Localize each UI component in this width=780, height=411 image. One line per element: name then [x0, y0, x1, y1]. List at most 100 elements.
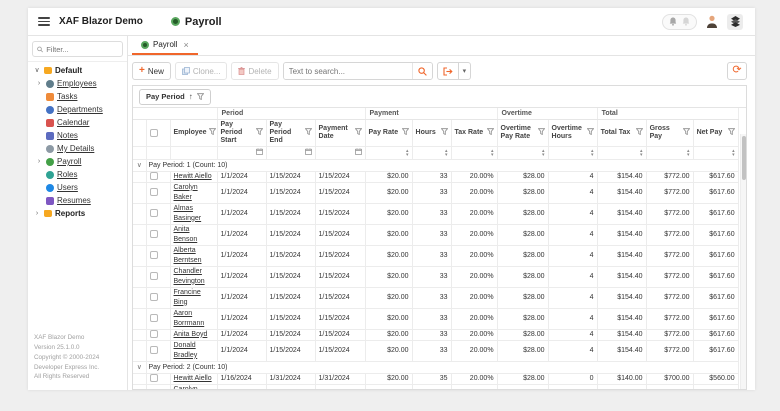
- filter-icon[interactable]: [197, 93, 204, 100]
- row-checkbox[interactable]: [150, 230, 158, 238]
- sidebar-item-departments[interactable]: Departments: [28, 103, 127, 116]
- column-header-gross-pay[interactable]: Gross Pay: [646, 119, 693, 146]
- sidebar-item-tasks[interactable]: Tasks: [28, 90, 127, 103]
- sidebar-item-default[interactable]: ∨Default: [28, 64, 127, 77]
- sidebar-item-employees[interactable]: ›Employees: [28, 77, 127, 90]
- sidebar-item-resumes[interactable]: Resumes: [28, 194, 127, 207]
- close-icon[interactable]: ×: [183, 40, 188, 50]
- filter-icon[interactable]: [683, 128, 690, 137]
- column-header-net-pay[interactable]: Net Pay: [693, 119, 738, 146]
- column-header-pay-rate[interactable]: Pay Rate: [365, 119, 412, 146]
- sidebar-filter[interactable]: [32, 41, 123, 57]
- filter-icon[interactable]: [636, 128, 643, 137]
- chevron-right-icon[interactable]: ›: [35, 158, 43, 166]
- notification-toggle[interactable]: [662, 14, 697, 30]
- row-checkbox[interactable]: [150, 272, 158, 280]
- number-spinner[interactable]: ▴▾: [591, 149, 594, 157]
- group-chip-pay-period[interactable]: Pay Period ↑: [139, 89, 211, 105]
- filter-icon[interactable]: [728, 128, 735, 137]
- tab-payroll[interactable]: Payroll ×: [132, 36, 198, 55]
- row-checkbox[interactable]: [150, 188, 158, 196]
- row-checkbox[interactable]: [150, 251, 158, 259]
- sidebar-item-users[interactable]: Users: [28, 181, 127, 194]
- spinner-down-icon[interactable]: ▾: [640, 153, 643, 157]
- filter-cell-gross-pay[interactable]: ▴▾: [646, 146, 693, 159]
- filter-cell-payment-date[interactable]: [315, 146, 365, 159]
- employee-link[interactable]: Hewitt Aiello: [174, 375, 212, 382]
- devexpress-logo[interactable]: [727, 14, 743, 30]
- employee-link[interactable]: Francine Bing: [174, 289, 201, 306]
- sidebar-item-roles[interactable]: Roles: [28, 168, 127, 181]
- spinner-down-icon[interactable]: ▾: [732, 153, 735, 157]
- row-checkbox[interactable]: [150, 293, 158, 301]
- filter-icon[interactable]: [305, 128, 312, 137]
- export-dropdown-button[interactable]: ▾: [459, 62, 472, 80]
- refresh-button[interactable]: ⟳: [727, 62, 747, 80]
- filter-cell-pay-rate[interactable]: ▴▾: [365, 146, 412, 159]
- employee-link[interactable]: Almas Basinger: [174, 205, 202, 222]
- column-header-overtime-pay-rate[interactable]: Overtime Pay Rate: [497, 119, 548, 146]
- employee-link[interactable]: Aaron Borrmann: [174, 310, 205, 327]
- search-input[interactable]: [284, 63, 412, 79]
- employee-link[interactable]: Hewitt Aiello: [174, 173, 212, 180]
- row-checkbox[interactable]: [150, 314, 158, 322]
- hamburger-menu-icon[interactable]: [38, 17, 50, 26]
- column-header-pay-period-end[interactable]: Pay Period End: [266, 119, 315, 146]
- column-header-employee[interactable]: Employee: [170, 119, 217, 146]
- group-expand-icon[interactable]: ∨: [133, 361, 146, 373]
- row-checkbox[interactable]: [150, 330, 158, 338]
- chevron-right-icon[interactable]: ›: [33, 210, 41, 218]
- number-spinner[interactable]: ▴▾: [406, 149, 409, 157]
- spinner-down-icon[interactable]: ▾: [687, 153, 690, 157]
- number-spinner[interactable]: ▴▾: [445, 149, 448, 157]
- sidebar-item-reports[interactable]: ›Reports: [28, 207, 127, 220]
- employee-link[interactable]: Donald Bradley: [174, 342, 198, 359]
- employee-link[interactable]: Chandler Bevington: [174, 268, 205, 285]
- calendar-icon[interactable]: [256, 148, 263, 157]
- column-header-overtime-hours[interactable]: Overtime Hours: [548, 119, 597, 146]
- column-header-payment-date[interactable]: Payment Date: [315, 119, 365, 146]
- clone-button[interactable]: Clone...: [175, 62, 228, 80]
- row-checkbox[interactable]: [150, 346, 158, 354]
- column-header-tax-rate[interactable]: Tax Rate: [451, 119, 497, 146]
- avatar[interactable]: [706, 15, 718, 29]
- filter-cell-overtime-pay-rate[interactable]: ▴▾: [497, 146, 548, 159]
- filter-cell-tax-rate[interactable]: ▴▾: [451, 146, 497, 159]
- employee-link[interactable]: Carolyn Baker: [174, 184, 198, 201]
- scrollbar-thumb[interactable]: [742, 136, 746, 180]
- group-expand-icon[interactable]: ∨: [133, 159, 146, 171]
- export-button[interactable]: [437, 62, 459, 80]
- employee-link[interactable]: Anita Boyd: [174, 331, 208, 338]
- group-row[interactable]: ∨Pay Period: 1 (Count: 10): [133, 159, 738, 171]
- filter-icon[interactable]: [355, 128, 362, 137]
- filter-icon[interactable]: [587, 128, 594, 137]
- calendar-icon[interactable]: [305, 148, 312, 157]
- new-button[interactable]: + New: [132, 62, 171, 80]
- filter-cell-total-tax[interactable]: ▴▾: [597, 146, 646, 159]
- row-checkbox[interactable]: [150, 209, 158, 217]
- group-row[interactable]: ∨Pay Period: 2 (Count: 10): [133, 361, 738, 373]
- number-spinner[interactable]: ▴▾: [491, 149, 494, 157]
- search-button[interactable]: [412, 63, 432, 79]
- spinner-down-icon[interactable]: ▾: [542, 153, 545, 157]
- spinner-down-icon[interactable]: ▾: [491, 153, 494, 157]
- employee-link[interactable]: Anita Benson: [174, 226, 198, 243]
- filter-icon[interactable]: [441, 128, 448, 137]
- spinner-down-icon[interactable]: ▾: [591, 153, 594, 157]
- delete-button[interactable]: Delete: [231, 62, 278, 80]
- number-spinner[interactable]: ▴▾: [732, 149, 735, 157]
- filter-icon[interactable]: [209, 128, 216, 137]
- row-checkbox[interactable]: [150, 172, 158, 180]
- filter-cell-net-pay[interactable]: ▴▾: [693, 146, 738, 159]
- chevron-right-icon[interactable]: ›: [35, 80, 43, 88]
- number-spinner[interactable]: ▴▾: [640, 149, 643, 157]
- filter-cell-employee[interactable]: [170, 146, 217, 159]
- filter-icon[interactable]: [256, 128, 263, 137]
- filter-cell-pay-period-end[interactable]: [266, 146, 315, 159]
- column-header-pay-period-start[interactable]: Pay Period Start: [217, 119, 266, 146]
- sidebar-item-payroll[interactable]: ›Payroll: [28, 155, 127, 168]
- number-spinner[interactable]: ▴▾: [542, 149, 545, 157]
- spinner-down-icon[interactable]: ▾: [406, 153, 409, 157]
- chevron-down-icon[interactable]: ∨: [33, 67, 41, 75]
- filter-icon[interactable]: [402, 128, 409, 137]
